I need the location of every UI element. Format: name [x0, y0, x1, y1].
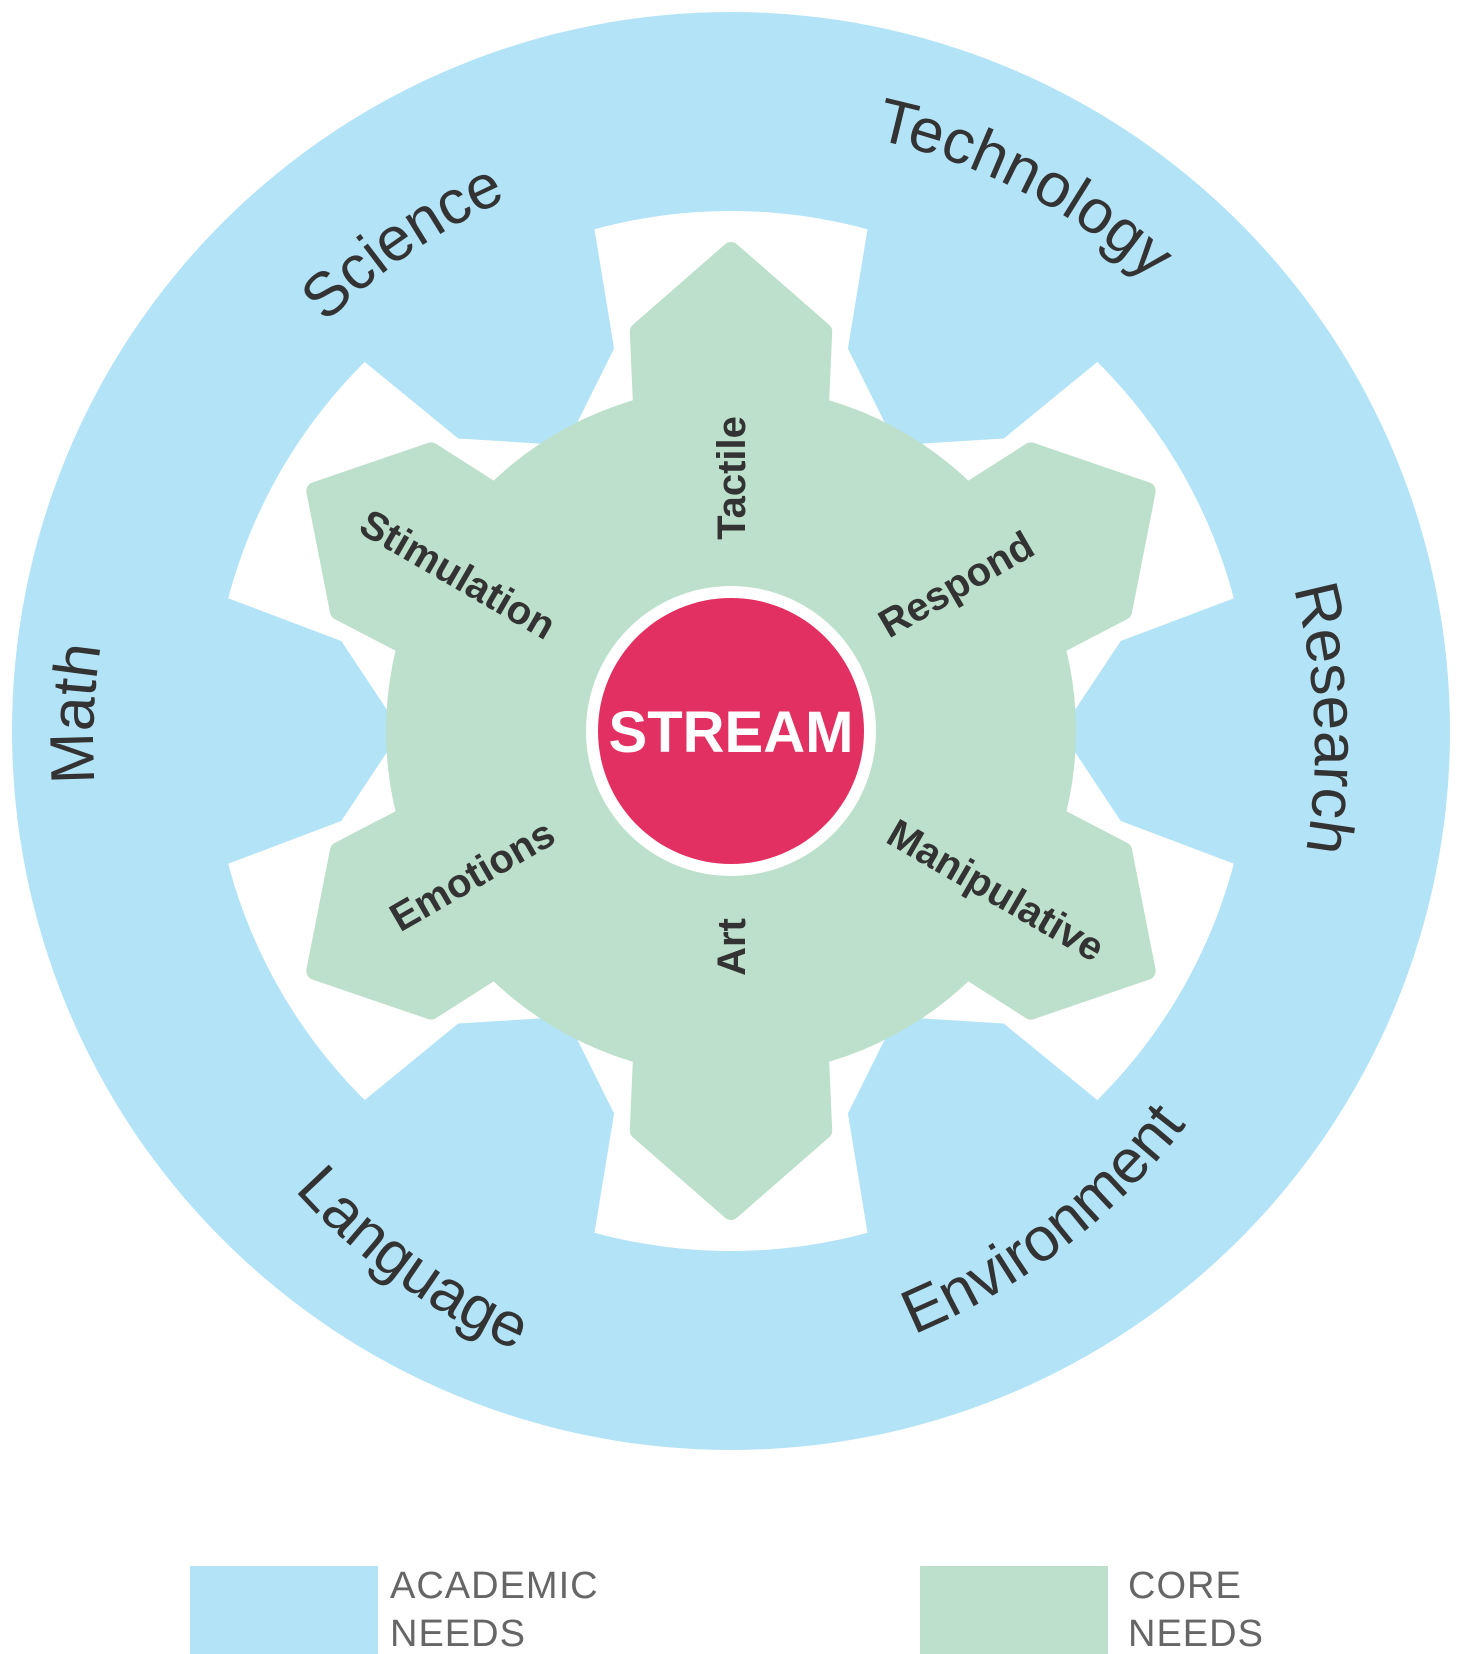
legend-core-swatch — [920, 1566, 1108, 1654]
academic-tooth — [209, 591, 401, 871]
label-art: Art — [710, 918, 754, 976]
legend-core-line1: CORE — [1128, 1565, 1242, 1607]
core-tooth — [944, 799, 1156, 1020]
center-label: STREAM — [609, 700, 854, 765]
core-tooth — [944, 442, 1156, 663]
core-tooth — [306, 442, 518, 663]
core-tooth — [306, 799, 518, 1020]
center-circle — [598, 598, 864, 864]
academic-tooth — [847, 209, 1113, 446]
legend-academic-line2: NEEDS — [390, 1613, 526, 1654]
legend-academic-swatch — [190, 1566, 378, 1654]
label-math: Math — [38, 639, 115, 785]
legend-academic-line1: ACADEMIC — [390, 1565, 599, 1607]
core-tooth — [629, 1029, 833, 1220]
academic-tooth — [847, 1016, 1113, 1253]
academic-tooth — [349, 209, 615, 446]
legend-core-line2: NEEDS — [1128, 1613, 1264, 1654]
label-tactile: Tactile — [710, 416, 754, 540]
core-tooth — [629, 242, 833, 433]
academic-tooth — [1061, 591, 1253, 871]
academic-gear-teeth — [209, 209, 1253, 1253]
academic-tooth — [349, 1016, 615, 1253]
